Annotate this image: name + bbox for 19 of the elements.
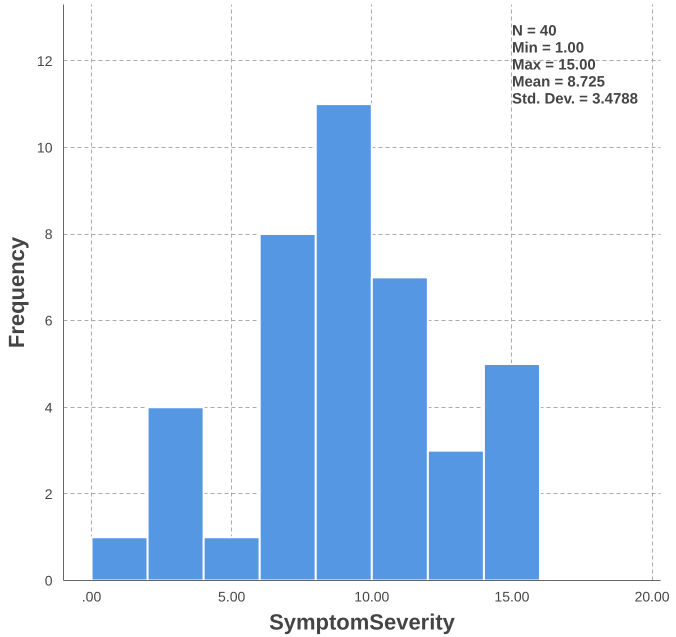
y-tick-label: 4 (44, 399, 53, 416)
x-tick-label: 20.00 (634, 588, 670, 604)
x-axis-title: SymptomSeverity (269, 610, 456, 634)
y-tick-label: 10 (36, 139, 53, 156)
y-tick-label: 2 (44, 486, 53, 502)
y-tick-label: 6 (44, 312, 53, 329)
x-tick-label: 5.00 (218, 588, 246, 604)
annotation: N = 40 (512, 22, 557, 40)
x-tick-label: .00 (82, 588, 102, 604)
y-tick-label: 8 (44, 226, 53, 242)
x-tick-label: 15.00 (494, 588, 530, 604)
y-tick-label: 12 (36, 52, 53, 69)
annotation: Max = 15.00 (512, 56, 596, 74)
annotation: Min = 1.00 (512, 40, 584, 56)
annotation: Std. Dev. = 3.4788 (512, 90, 638, 108)
y-tick-label: 0 (44, 572, 53, 588)
x-tick-label: 10.00 (354, 588, 390, 604)
y-axis-title: Frequency (4, 236, 29, 348)
annotation: Mean = 8.725 (512, 74, 605, 90)
